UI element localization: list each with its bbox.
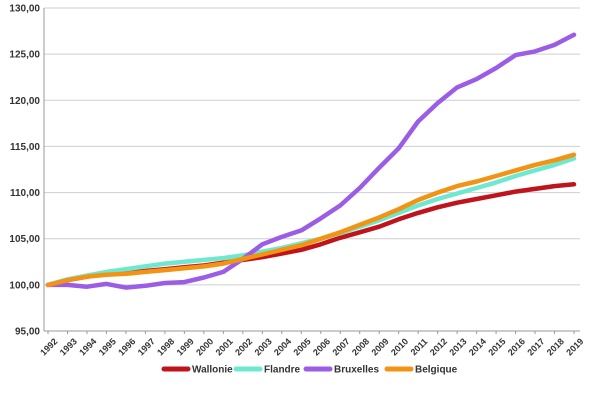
x-tick-label: 2011 — [409, 336, 430, 357]
x-tick-label: 2015 — [486, 336, 507, 357]
x-tick-label: 2012 — [428, 336, 449, 357]
series-line-belgique — [45, 152, 577, 288]
x-tick-label: 1993 — [58, 336, 79, 357]
x-tick-label: 2019 — [564, 336, 585, 357]
legend-label-belgique: Belgique — [415, 365, 458, 376]
legend-label-flandre: Flandre — [264, 365, 301, 376]
x-tick-label: 2006 — [311, 336, 332, 357]
y-tick-label: 105,00 — [9, 234, 40, 245]
x-tick-label: 2000 — [194, 336, 215, 357]
x-tick-label: 2016 — [506, 336, 527, 357]
x-tick-label: 2014 — [467, 336, 488, 357]
x-tick-label: 2013 — [447, 336, 468, 357]
x-tick-label: 2008 — [350, 336, 371, 357]
series-lines — [45, 32, 577, 290]
legend: Wallonie Flandre Bruxelles Belgique — [161, 365, 458, 376]
y-axis: 95,00 100,00 105,00 110,00 115,00 120,00 125,0… — [9, 4, 45, 338]
x-tick-label: 2002 — [233, 336, 254, 357]
legend-label-bruxelles: Bruxelles — [334, 365, 379, 376]
x-tick-label: 2009 — [369, 336, 390, 357]
y-tick-label: 130,00 — [9, 4, 40, 15]
x-tick-label: 2017 — [525, 336, 546, 357]
x-tick-label: 1995 — [97, 336, 118, 357]
x-tick-label: 2005 — [292, 336, 313, 357]
y-tick-label: 125,00 — [9, 50, 40, 61]
x-tick-label: 1996 — [116, 336, 137, 357]
x-tick-label: 1998 — [155, 336, 176, 357]
gridlines — [44, 7, 580, 332]
x-tick-label: 2001 — [214, 336, 235, 357]
y-tick-label: 115,00 — [10, 142, 40, 153]
series-line-bruxelles — [45, 32, 577, 290]
x-tick-label: 1999 — [175, 336, 196, 357]
x-tick-label: 1997 — [136, 336, 157, 357]
x-tick-label: 2003 — [253, 336, 274, 357]
x-axis: 1992199319941995199619971998199920002001… — [38, 330, 585, 357]
x-tick-label: 1992 — [38, 336, 59, 357]
y-tick-label: 100,00 — [9, 280, 40, 291]
x-tick-label: 2004 — [272, 336, 293, 357]
y-tick-label: 110,00 — [10, 188, 40, 199]
x-tick-label: 1994 — [77, 336, 98, 357]
legend-label-wallonie: Wallonie — [192, 365, 233, 376]
x-tick-label: 2010 — [389, 336, 410, 357]
y-tick-label: 120,00 — [9, 96, 40, 107]
y-tick-label: 95,00 — [15, 327, 40, 338]
x-tick-label: 2007 — [330, 336, 351, 357]
x-tick-label: 2018 — [545, 336, 566, 357]
